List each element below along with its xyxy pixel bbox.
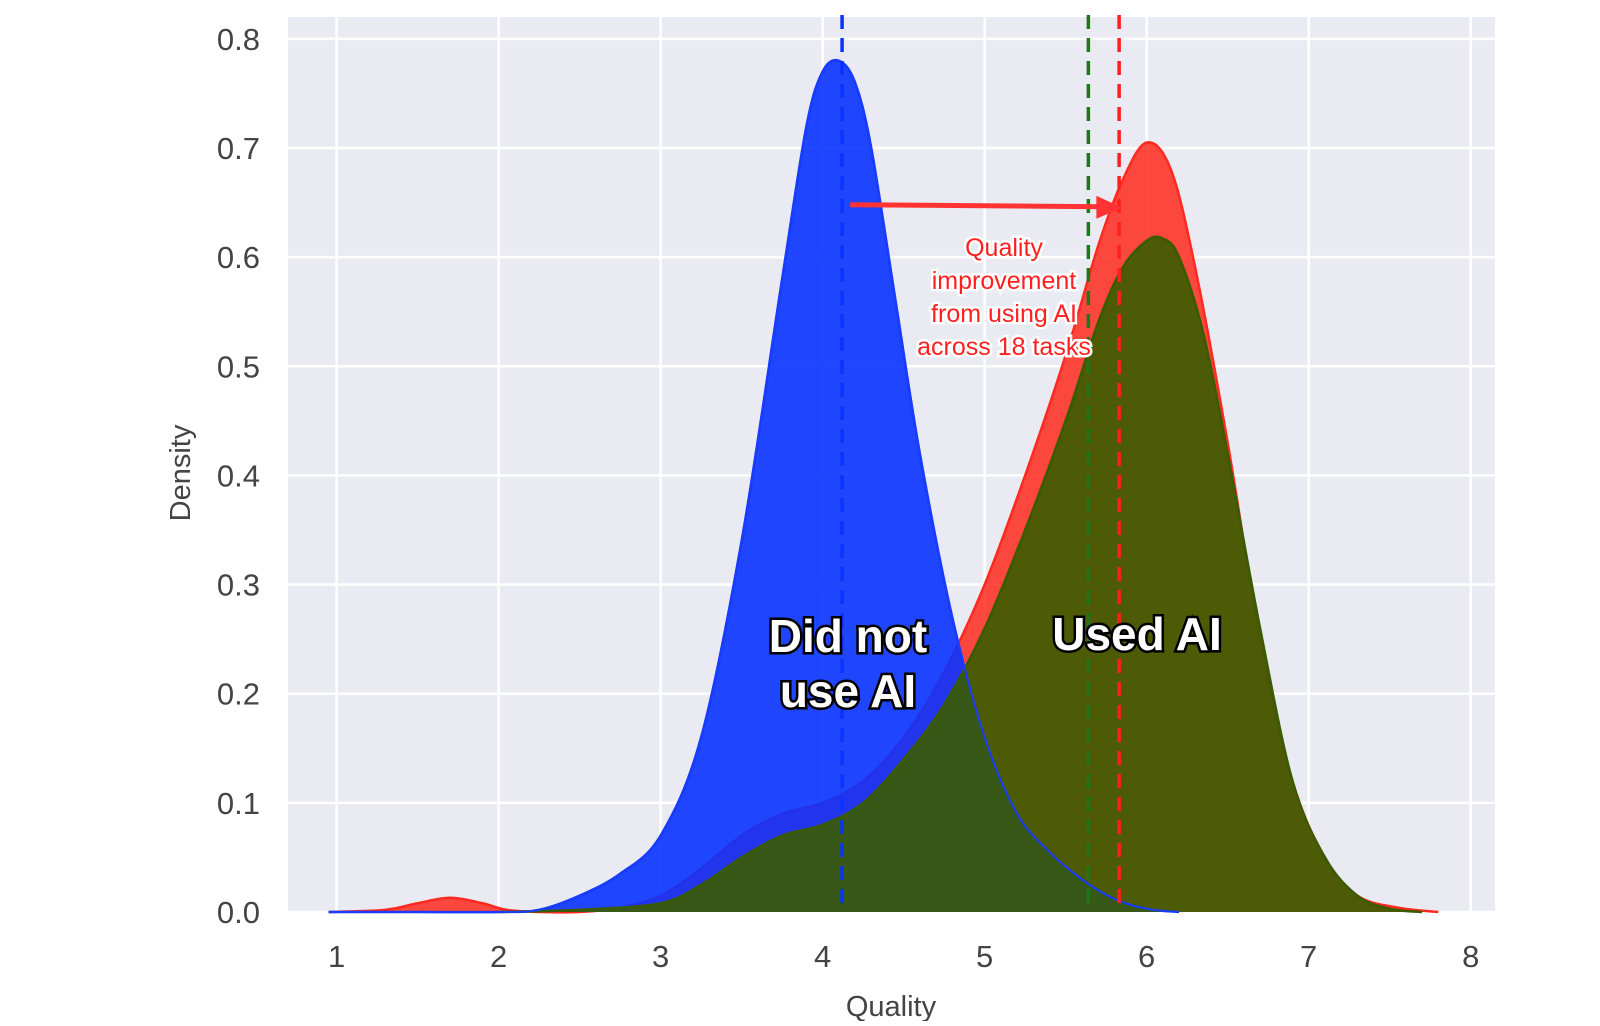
x-axis-label: Quality: [846, 991, 937, 1021]
annotation-line-1: improvement: [932, 267, 1077, 295]
label-ai-0: Used AI: [1052, 608, 1222, 660]
label-no-ai-1: use AI: [780, 665, 916, 717]
annotations: Quality improvement from using AI across 18…: [766, 195, 1224, 720]
y-tick-label-8: 0.8: [217, 22, 260, 57]
x-tick-label-2: 3: [652, 939, 669, 974]
x-tick-label-5: 6: [1138, 939, 1155, 974]
y-tick-label-0: 0.0: [217, 895, 260, 930]
density-curve-outline-1: [328, 59, 1180, 914]
annotation-line-2: from using AI: [931, 300, 1077, 328]
mean-lines: [840, 15, 1121, 912]
x-tick-label-1: 2: [490, 939, 507, 974]
x-tick-label-4: 5: [976, 939, 993, 974]
annotation-line-3: across 18 tasks: [917, 333, 1091, 361]
y-tick-label-2: 0.2: [217, 677, 260, 712]
improvement-arrow-head: [1096, 195, 1123, 219]
density-areas: [328, 58, 1439, 914]
label-no-ai-0: Did not: [769, 610, 927, 662]
x-tick-label-7: 8: [1462, 939, 1479, 974]
y-tick-label-1: 0.1: [217, 786, 260, 821]
density-area-2: [498, 236, 1423, 913]
y-tick-label-4: 0.4: [217, 458, 260, 493]
annotation-line-0: Quality: [965, 234, 1043, 262]
y-tick-label-5: 0.5: [217, 349, 260, 384]
y-tick-labels: 0.0 0.1 0.2 0.3 0.4 0.5 0.6 0.7 0.8: [217, 22, 260, 930]
y-tick-label-7: 0.7: [217, 131, 260, 166]
x-tick-label-3: 4: [814, 939, 831, 974]
x-tick-label-6: 7: [1300, 939, 1317, 974]
x-tick-labels: 1 2 3 4 5 6 7 8: [328, 939, 1479, 974]
x-tick-label-0: 1: [328, 939, 345, 974]
y-tick-label-6: 0.6: [217, 240, 260, 275]
y-tick-label-3: 0.3: [217, 568, 260, 603]
y-axis-label: Density: [165, 424, 197, 521]
improvement-arrow-shaft: [850, 202, 1103, 210]
